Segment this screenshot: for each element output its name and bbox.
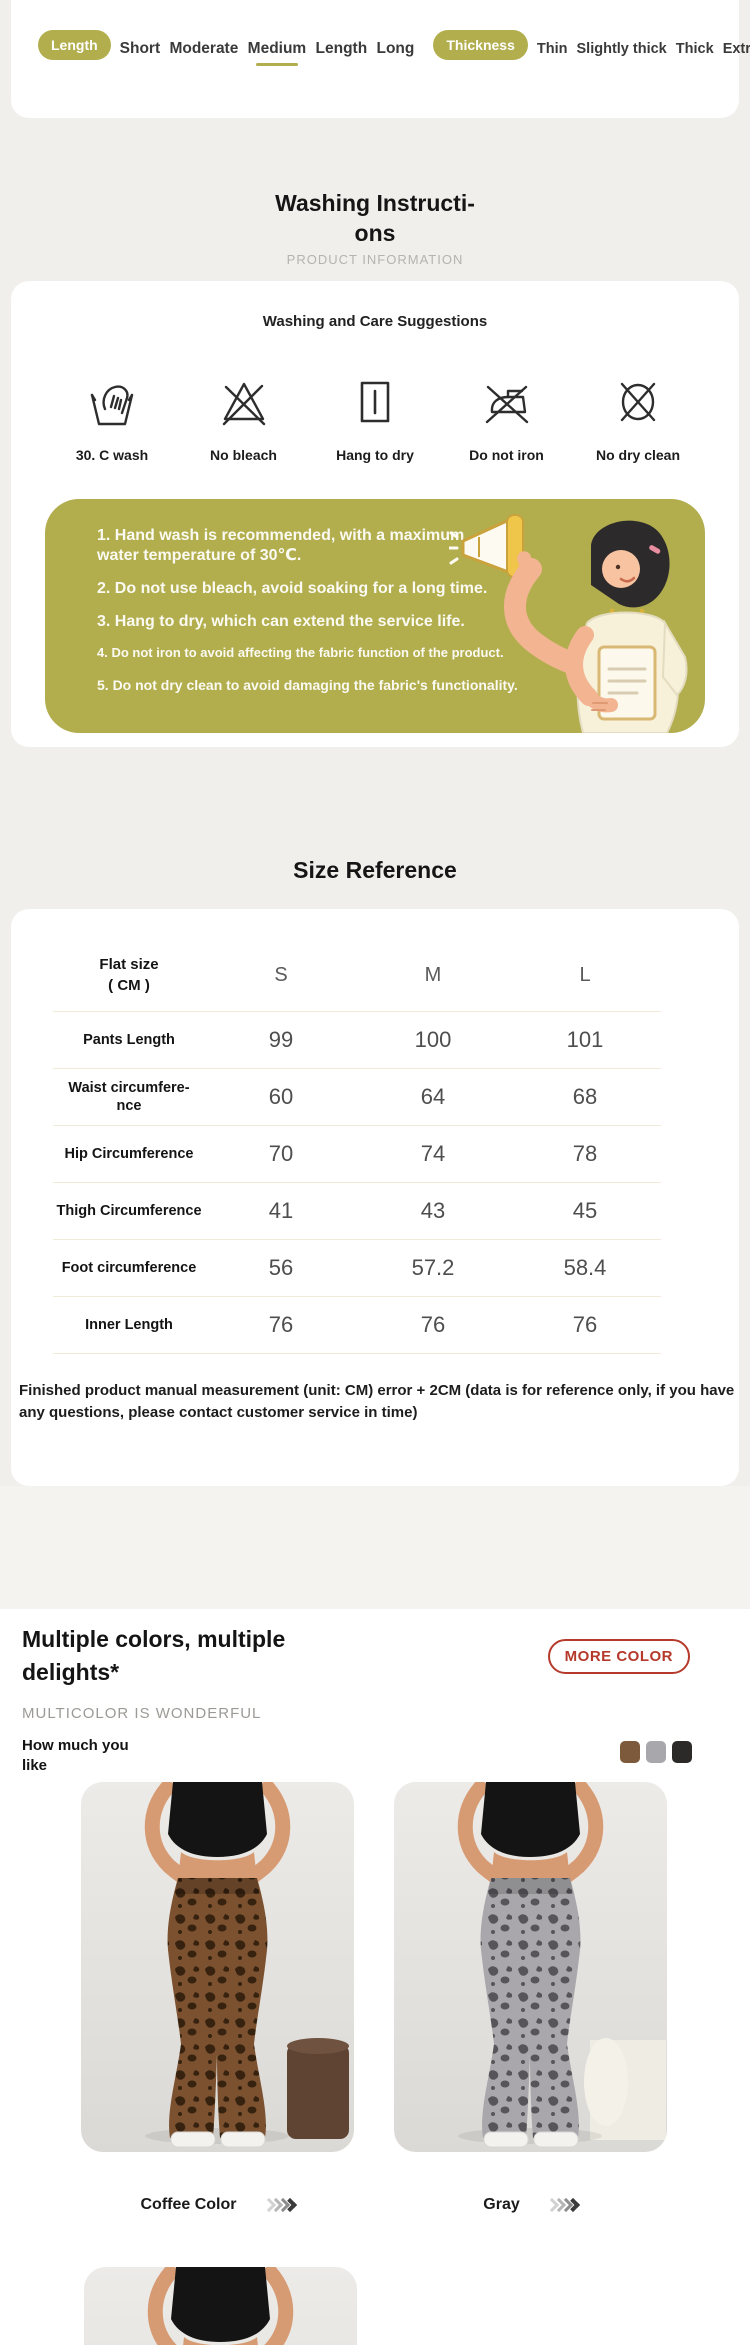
product-photo-gray[interactable]: [394, 1782, 667, 2152]
care-label-no-bleach: No bleach: [210, 447, 277, 463]
product-photo-third-partial[interactable]: [84, 2267, 357, 2345]
washing-card: Washing and Care Suggestions 30. C wash: [11, 281, 739, 747]
no-iron-icon: [479, 374, 535, 435]
product-label-coffee[interactable]: Coffee Color: [81, 2196, 354, 2214]
length-badge: Length: [38, 30, 111, 60]
no-bleach-icon: [216, 374, 272, 435]
care-item-no-bleach: No bleach: [185, 374, 303, 463]
care-tip-3: 3. Hang to dry, which can extend the ser…: [97, 613, 465, 630]
table-row-foot: Foot circumference 56 57.2 58.4: [53, 1239, 661, 1296]
product-cell-gray: [394, 1782, 667, 2152]
product-photo-coffee[interactable]: [81, 1782, 354, 2152]
size-column-m: M: [424, 963, 442, 986]
care-tip-2: 2. Do not use bleach, avoid soaking for …: [97, 580, 488, 597]
care-item-hand-wash: 30. C wash: [53, 374, 171, 463]
thickness-option-thick: Thick: [675, 40, 714, 57]
washing-title-line1: Washing Instructi-: [275, 190, 475, 216]
length-attribute: Length Short Moderate Medium Length Long: [38, 30, 419, 60]
thickness-attribute: Thickness Thin Slightly thick Thick Extr…: [433, 30, 750, 60]
like-row: How much you like: [0, 1736, 750, 1776]
care-icons-row: 30. C wash No bleach Hang to dry: [11, 374, 739, 463]
attribute-row: Length Short Moderate Medium Length Long…: [11, 30, 750, 60]
thickness-options: Thin Slightly thick Thick Extra thick: [537, 34, 750, 57]
no-dry-clean-icon: [610, 374, 666, 435]
care-tips-box: 1. Hand wash is recommended, with a maxi…: [45, 499, 705, 733]
size-column-l: L: [579, 963, 591, 986]
table-row-hip: Hip Circumference 70 74 78: [53, 1125, 661, 1182]
care-item-no-dry-clean: No dry clean: [579, 374, 697, 463]
hand-wash-icon: [84, 374, 140, 435]
swatch-coffee[interactable]: [620, 1741, 640, 1763]
color-swatches: [620, 1741, 692, 1763]
attribute-card: Length Short Moderate Medium Length Long…: [11, 0, 750, 118]
product-photos-row: [0, 1782, 750, 2152]
care-tip-1: 1. Hand wash is recommended, with a maxi…: [97, 527, 465, 564]
chevrons-right-icon[interactable]: [544, 2197, 580, 2213]
hang-dry-icon: [347, 374, 403, 435]
care-item-hang-dry: Hang to dry: [316, 374, 434, 463]
like-caption: How much you like: [22, 1737, 129, 1774]
chevrons-right-icon[interactable]: [261, 2197, 297, 2213]
product-name-coffee: Coffee Color: [140, 2196, 237, 2213]
product-name-gray: Gray: [483, 2196, 520, 2213]
care-item-no-iron: Do not iron: [448, 374, 566, 463]
washing-card-title: Washing and Care Suggestions: [262, 313, 488, 330]
size-note: Finished product manual measurement (uni…: [19, 1382, 735, 1421]
length-options: Short Moderate Medium Length Long: [120, 33, 420, 58]
product-cell-coffee: [81, 1782, 354, 2152]
length-option-moderate: Moderate: [169, 39, 239, 57]
table-row-waist: Waist circumfere- nce 60 64 68: [53, 1068, 661, 1125]
colors-header-row: Multiple colors, multiple delights* MORE…: [0, 1623, 750, 1689]
length-option-length: Length: [315, 39, 368, 57]
size-header-flat-size: Flat size ( CM ): [99, 956, 159, 994]
length-option-medium-selected: Medium: [247, 39, 307, 57]
more-color-button[interactable]: MORE COLOR: [547, 1638, 690, 1674]
section-divider-band: [0, 1486, 750, 1609]
thickness-option-thin: Thin: [536, 40, 568, 57]
care-tip-5: 5. Do not dry clean to avoid damaging th…: [97, 677, 518, 693]
care-label-hang-dry: Hang to dry: [336, 447, 414, 463]
care-label-no-dry-clean: No dry clean: [595, 447, 681, 463]
care-tip-4: 4. Do not iron to avoid affecting the fa…: [97, 645, 504, 660]
length-option-long: Long: [376, 39, 415, 57]
colors-subtitle: MULTICOLOR IS WONDERFUL: [22, 1705, 262, 1722]
washing-section-subtitle: PRODUCT INFORMATION: [286, 252, 464, 267]
table-bottom-divider: [53, 1353, 661, 1354]
care-label-hand-wash: 30. C wash: [75, 447, 149, 463]
size-table-header: Flat size ( CM ) S M L: [53, 939, 661, 1011]
thickness-option-slightly-thick: Slightly thick: [576, 40, 667, 57]
product-label-gray[interactable]: Gray: [394, 2196, 667, 2214]
length-option-short: Short: [119, 39, 161, 57]
colors-section: Multiple colors, multiple delights* MORE…: [0, 1609, 750, 2346]
size-column-s: S: [274, 963, 288, 986]
thickness-option-extra-thick: Extra thick: [722, 40, 750, 57]
size-section-title: Size Reference: [293, 857, 457, 883]
washing-section-title: Washing Instructi- ons: [0, 188, 750, 248]
announcer-woman-illustration: [447, 507, 695, 733]
table-row-inner-length: Inner Length 76 76 76: [53, 1296, 661, 1353]
size-card: Flat size ( CM ) S M L Pants Length 99 1…: [11, 909, 739, 1486]
colors-title: Multiple colors, multiple delights*: [22, 1626, 286, 1685]
swatch-gray[interactable]: [646, 1741, 666, 1763]
washing-title-line2: ons: [354, 220, 396, 246]
thickness-badge: Thickness: [433, 30, 528, 60]
care-label-no-iron: Do not iron: [469, 447, 544, 463]
product-labels-row: Coffee Color Gray: [0, 2152, 750, 2214]
size-table: Flat size ( CM ) S M L Pants Length 99 1…: [53, 939, 661, 1354]
table-row-thigh: Thigh Circumference 41 43 45: [53, 1182, 661, 1239]
swatch-black[interactable]: [672, 1741, 692, 1763]
table-row-pants-length: Pants Length 99 100 101: [53, 1011, 661, 1068]
